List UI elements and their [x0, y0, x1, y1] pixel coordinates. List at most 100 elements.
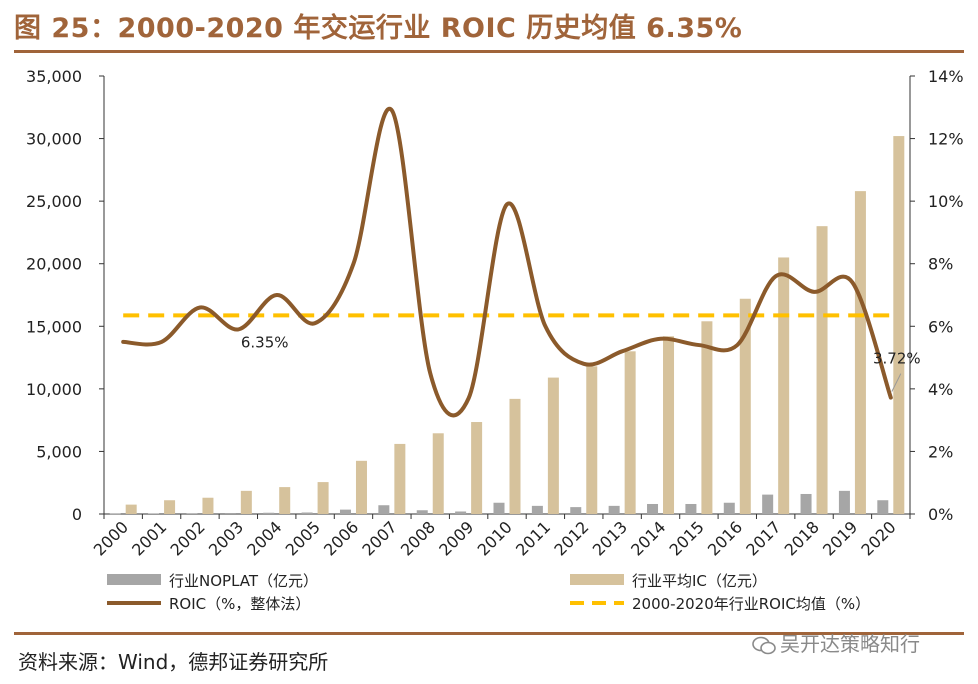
noplat-bar — [608, 505, 620, 514]
mean-value-label: 6.35% — [241, 333, 289, 351]
noplat-bar — [838, 490, 850, 514]
left-tick-label: 20,000 — [26, 255, 82, 274]
ic-bar — [816, 226, 828, 514]
x-tick-label: 2003 — [205, 517, 247, 559]
x-tick-label: 2005 — [282, 517, 324, 559]
noplat-bar — [224, 512, 236, 514]
noplat-bar — [301, 512, 313, 514]
x-tick-label: 2019 — [819, 517, 861, 559]
left-tick-label: 15,000 — [26, 317, 82, 336]
ic-bar — [202, 497, 214, 514]
noplat-bar — [339, 509, 351, 514]
right-tick-label: 2% — [928, 442, 953, 461]
x-tick-label: 2009 — [435, 517, 477, 559]
x-tick-label: 2011 — [512, 517, 554, 559]
ic-bar — [663, 336, 675, 514]
right-tick-label: 6% — [928, 317, 953, 336]
legend-swatch — [570, 574, 624, 585]
ic-bar — [586, 366, 598, 514]
x-tick-label: 2020 — [857, 517, 899, 559]
left-tick-label: 35,000 — [26, 67, 82, 86]
noplat-bar — [685, 503, 697, 514]
noplat-bar — [378, 505, 390, 514]
legend: 行业NOPLAT（亿元） 行业平均IC（亿元） ROIC（%，整体法） 2000-20… — [107, 572, 870, 613]
roic-callout-line — [891, 373, 902, 392]
x-tick-label: 2006 — [320, 517, 362, 559]
ic-bar — [854, 191, 866, 515]
noplat-bar — [455, 511, 467, 514]
ic-bar — [355, 460, 367, 514]
noplat-bar — [263, 512, 275, 514]
x-tick-label: 2004 — [243, 517, 285, 559]
ic-bar — [394, 443, 406, 514]
right-tick-label: 10% — [928, 192, 964, 211]
ic-bars — [125, 136, 905, 515]
x-tick-label: 2002 — [167, 517, 209, 559]
legend-label: 行业NOPLAT（亿元） — [169, 572, 318, 590]
noplat-bar — [109, 513, 121, 515]
right-tick-label: 4% — [928, 380, 953, 399]
noplat-bars — [109, 490, 889, 515]
noplat-bar — [647, 503, 659, 514]
right-tick-label: 14% — [928, 67, 964, 86]
title-rule — [14, 50, 964, 53]
right-tick-label: 0% — [928, 505, 953, 524]
x-tick-label: 2017 — [742, 517, 784, 559]
right-tick-label: 12% — [928, 130, 964, 149]
roic-line-group — [121, 106, 893, 418]
legend-label: 行业平均IC（亿元） — [632, 572, 767, 590]
x-tick-label: 2013 — [589, 517, 631, 559]
ic-bar — [125, 504, 137, 514]
wechat-icon — [752, 636, 776, 654]
x-tick-label: 2008 — [397, 517, 439, 559]
roic-last-label: 3.72% — [873, 350, 921, 368]
x-tick-label: 2018 — [781, 517, 823, 559]
noplat-bar — [493, 502, 505, 514]
x-tick-label: 2010 — [474, 517, 516, 559]
annotations: 6.35% 3.72% — [241, 333, 921, 392]
ic-bar — [778, 257, 790, 514]
left-tick-label: 10,000 — [26, 380, 82, 399]
ic-bar — [240, 490, 252, 514]
ic-bar — [471, 422, 483, 514]
ic-bar — [624, 351, 636, 514]
left-tick-label: 5,000 — [36, 442, 82, 461]
ic-bar — [509, 398, 521, 514]
ic-bar — [279, 487, 291, 514]
x-tick-label: 2000 — [90, 517, 132, 559]
noplat-bar — [186, 513, 198, 514]
noplat-bar — [148, 513, 160, 514]
watermark-text: 吴开达策略知行 — [780, 632, 920, 656]
watermark: 吴开达策略知行 — [752, 628, 920, 657]
noplat-bar — [570, 507, 582, 514]
ic-bar — [739, 298, 751, 514]
ic-bar — [432, 433, 444, 514]
noplat-bar — [416, 510, 428, 514]
ic-bar — [893, 136, 905, 514]
roic-line — [121, 106, 893, 418]
footer-rule — [14, 632, 964, 635]
x-tick-label: 2007 — [358, 517, 400, 559]
ic-bar — [701, 321, 713, 514]
noplat-bar — [800, 493, 812, 514]
ic-bar — [547, 377, 559, 514]
ic-bar — [164, 500, 176, 514]
noplat-bar — [762, 494, 774, 514]
x-tick-label: 2012 — [550, 517, 592, 559]
left-tick-label: 30,000 — [26, 130, 82, 149]
chart-canvas: 0 5,000 10,000 15,000 20,000 25,000 30,000 35,0… — [26, 67, 964, 613]
x-tick-label: 2015 — [666, 517, 708, 559]
legend-label: 2000-2020年行业ROIC均值（%） — [632, 595, 870, 613]
chart-title: 图 25：2000-2020 年交运行业 ROIC 历史均值 6.35% — [14, 13, 743, 44]
ic-bar — [317, 482, 329, 514]
legend-label: ROIC（%，整体法） — [169, 595, 310, 613]
legend-swatch — [107, 574, 161, 585]
right-tick-label: 8% — [928, 255, 953, 274]
source-note: 资料来源：Wind，德邦证券研究所 — [18, 650, 329, 674]
noplat-bar — [531, 505, 543, 514]
x-tick-label: 2001 — [128, 517, 170, 559]
left-tick-label: 0 — [72, 505, 82, 524]
noplat-bar — [723, 502, 735, 514]
x-tick-label: 2014 — [627, 517, 669, 559]
x-tick-label: 2016 — [704, 517, 746, 559]
